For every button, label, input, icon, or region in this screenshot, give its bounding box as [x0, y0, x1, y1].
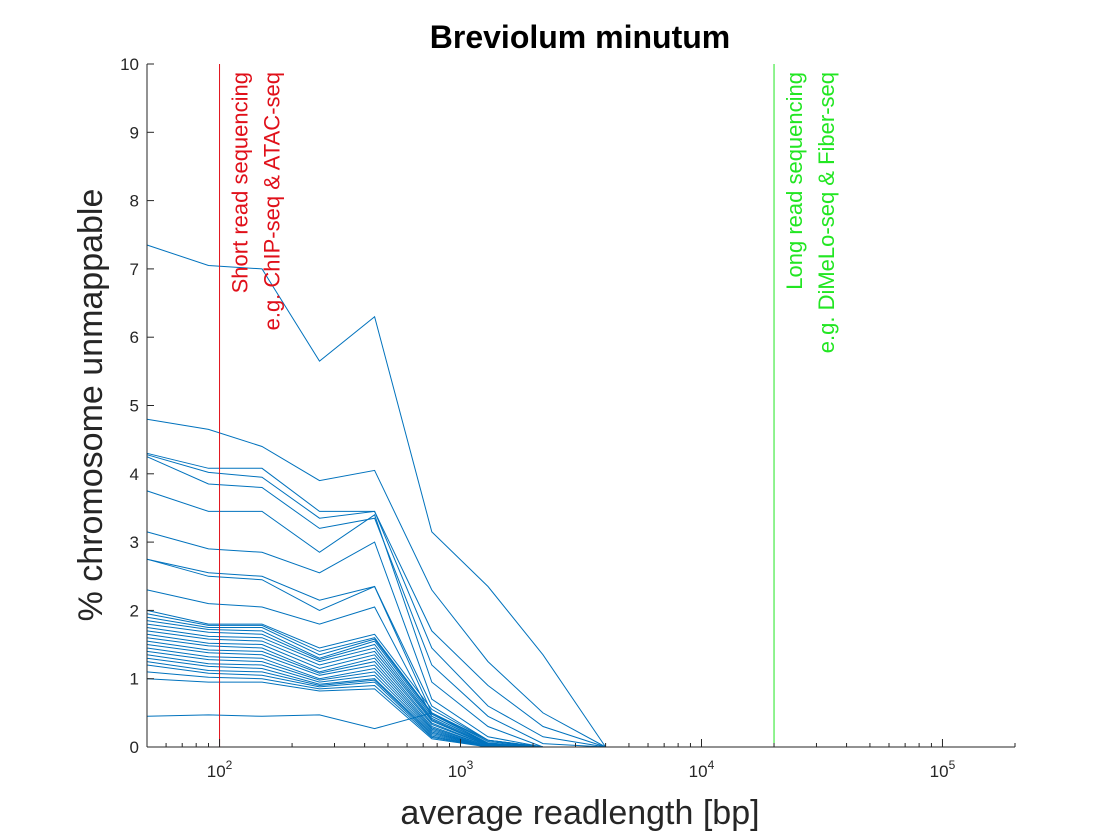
y-ticks: 0 1 2 3 4 5 6 7 8 9 10 — [120, 55, 154, 757]
series-line — [146, 244, 607, 748]
chart-title: Breviolum minutum — [430, 19, 730, 55]
y-tick-label: 2 — [130, 601, 139, 620]
series-line — [146, 589, 606, 748]
x-axis-title: average readlength [bp] — [400, 794, 759, 832]
series-line — [146, 418, 606, 748]
reference-lines — [219, 64, 775, 747]
y-tick-label: 7 — [130, 260, 139, 279]
series-line — [146, 630, 606, 748]
series-line — [146, 456, 606, 748]
series-line — [146, 454, 606, 748]
y-tick-label: 5 — [130, 397, 139, 416]
y-tick-label: 3 — [130, 533, 139, 552]
annotations: Short read sequencing e.g. ChIP-seq & ATA… — [228, 72, 839, 353]
axes: 102 103 104 105 0 1 2 3 4 5 6 7 8 9 10 — [120, 55, 1016, 781]
y-tick-label: 1 — [130, 670, 139, 689]
series-line — [146, 661, 606, 748]
series-line — [146, 531, 606, 748]
y-tick-label: 6 — [130, 328, 139, 347]
y-tick-label: 10 — [120, 55, 139, 74]
series-line — [146, 712, 606, 748]
y-tick-label: 0 — [130, 738, 139, 757]
x-tick-label: 102 — [207, 758, 233, 781]
x-ticks: 102 103 104 105 — [146, 739, 1016, 781]
series-line — [146, 678, 606, 748]
x-tick-label: 105 — [930, 758, 956, 781]
y-tick-label: 8 — [130, 192, 139, 211]
series-layer — [146, 244, 607, 748]
annotation-label: Long read sequencing — [782, 72, 807, 290]
y-tick-label: 9 — [130, 123, 139, 142]
series-line — [146, 609, 606, 748]
x-tick-label: 103 — [448, 758, 474, 781]
x-tick-label: 104 — [689, 758, 715, 781]
y-axis-title: % chromosome unmappable — [72, 189, 110, 622]
series-line — [146, 452, 606, 748]
annotation-label: e.g. DiMeLo-seq & Fiber-seq — [814, 72, 839, 353]
series-line — [146, 650, 606, 748]
annotation-label: e.g. ChIP-seq & ATAC-seq — [260, 72, 285, 330]
series-line — [146, 490, 606, 748]
annotation-label: Short read sequencing — [228, 72, 253, 293]
y-tick-label: 4 — [130, 465, 139, 484]
